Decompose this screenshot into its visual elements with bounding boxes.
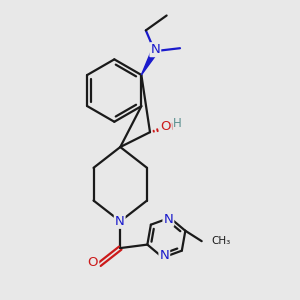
Text: O: O <box>160 120 171 133</box>
Text: CH₃: CH₃ <box>212 236 231 246</box>
Text: O: O <box>88 256 98 269</box>
Text: N: N <box>151 43 160 56</box>
Polygon shape <box>141 50 158 75</box>
Text: N: N <box>164 213 173 226</box>
Text: N: N <box>159 249 169 262</box>
Text: N: N <box>115 215 124 228</box>
Text: H: H <box>173 117 182 130</box>
